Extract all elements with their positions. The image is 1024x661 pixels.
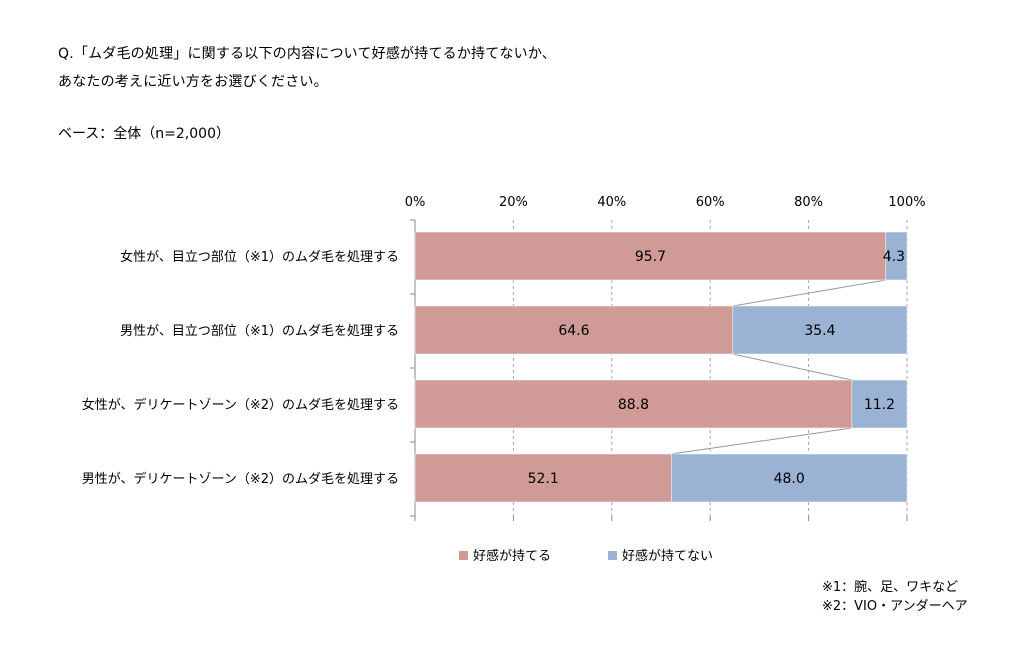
series-connector-line: [732, 353, 853, 381]
legend-swatch-positive: [459, 551, 468, 560]
category-label: 女性が、目立つ部位（※1）のムダ毛を処理する: [120, 249, 399, 265]
category-label: 男性が、目立つ部位（※1）のムダ毛を処理する: [120, 324, 399, 339]
bar-negative: [732, 305, 908, 355]
question-line-1: Q.「ムダ毛の処理」に関する以下の内容について好感が持てるか持てないか、: [58, 46, 556, 62]
bar-positive: [414, 379, 853, 429]
data-label-positive: 95.7: [635, 249, 666, 265]
x-tick-label: 0%: [405, 195, 426, 210]
series-connector-line: [671, 427, 852, 455]
x-tick-label: 60%: [696, 195, 725, 210]
bar-negative: [885, 231, 908, 281]
bar-positive: [414, 453, 672, 503]
legend-swatch-negative: [608, 551, 617, 560]
data-label-positive: 64.6: [558, 323, 589, 339]
x-tick-label: 80%: [794, 195, 823, 210]
bar-positive: [414, 231, 887, 281]
footnote-1: ※1：腕、足、ワキなど: [822, 580, 959, 595]
legend-label-negative: 好感が持てない: [622, 548, 713, 564]
x-tick-label: 20%: [499, 195, 528, 210]
footnotes: ※1：腕、足、ワキなど ※2：VIO・アンダーヘア: [822, 578, 968, 616]
bar-negative: [671, 453, 908, 503]
data-label-negative: 35.4: [804, 323, 835, 339]
x-tick-label: 40%: [597, 195, 626, 210]
bar-positive: [414, 305, 734, 355]
x-tick-label: 100%: [888, 195, 925, 210]
data-label-positive: 88.8: [618, 397, 649, 413]
bar-negative: [851, 379, 908, 429]
data-label-negative: 11.2: [864, 397, 895, 413]
data-label-positive: 52.1: [528, 471, 559, 487]
data-label-negative: 48.0: [774, 471, 805, 487]
series-connector-line: [732, 279, 886, 307]
question-text: Q.「ムダ毛の処理」に関する以下の内容について好感が持てるか持てないか、 あなた…: [58, 40, 556, 96]
question-line-2: あなたの考えに近い方をお選びください。: [58, 74, 328, 90]
category-label: 男性が、デリケートゾーン（※2）のムダ毛を処理する: [82, 471, 399, 487]
base-note: ベース：全体（n=2,000）: [58, 126, 230, 142]
data-label-negative: 4.3: [883, 249, 905, 265]
category-label: 女性が、デリケートゾーン（※2）のムダ毛を処理する: [82, 397, 399, 413]
legend-label-positive: 好感が持てる: [473, 548, 551, 564]
footnote-2: ※2：VIO・アンダーヘア: [822, 599, 968, 614]
